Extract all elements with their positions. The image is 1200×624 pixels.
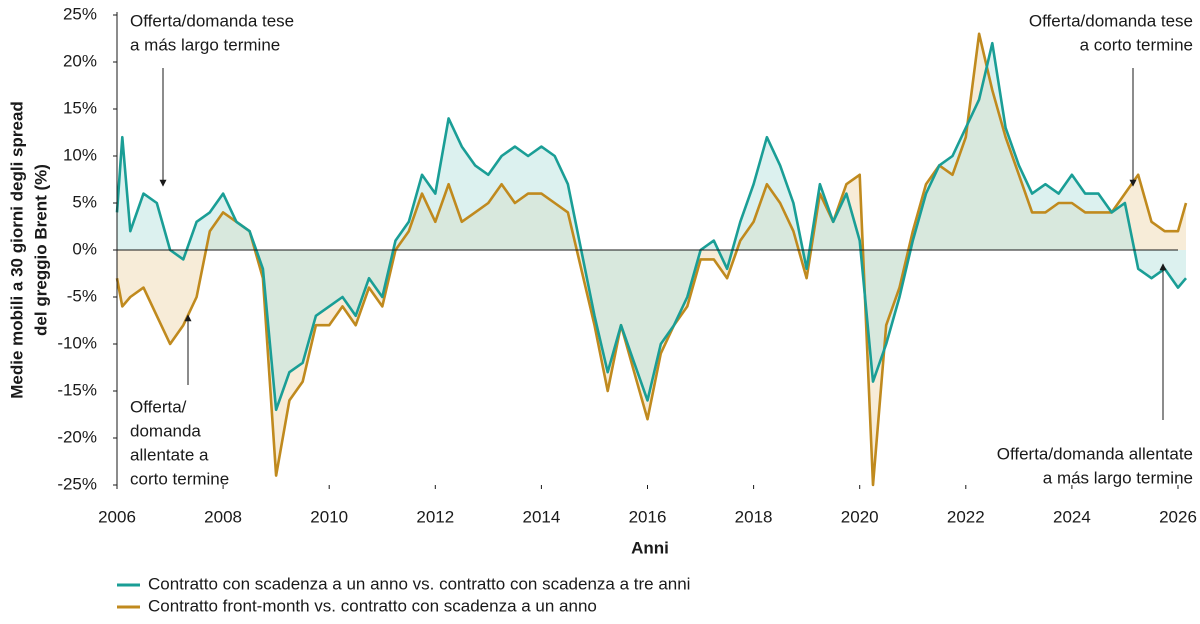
y-tick-label: 0% — [72, 239, 97, 258]
x-axis-title: Anni — [631, 538, 669, 557]
x-tick-label: 2022 — [947, 507, 985, 526]
annotation: a corto termine — [1080, 35, 1193, 54]
series-line — [115, 41, 1187, 412]
x-tick-label: 2016 — [629, 507, 667, 526]
y-tick-label: -20% — [57, 427, 97, 446]
x-tick-label: 2018 — [735, 507, 773, 526]
y-axis-title: Medie mobili a 30 giorni degli spread — [7, 101, 26, 399]
annotation: Offerta/domanda tese — [1029, 11, 1193, 30]
y-axis-title: del greggio Brent (%) — [31, 164, 50, 336]
series-line — [115, 32, 1188, 487]
x-tick-label: 2008 — [204, 507, 242, 526]
annotation: Offerta/domanda allentate — [997, 444, 1193, 463]
annotation: domanda — [130, 421, 201, 440]
y-tick-label: 10% — [63, 145, 97, 164]
annotation: Offerta/domanda tese — [130, 11, 294, 30]
lines — [115, 32, 1188, 487]
y-tick-label: -25% — [57, 474, 97, 493]
x-tick-label: 2012 — [416, 507, 454, 526]
y-tick-label: -5% — [67, 286, 97, 305]
legend-label: Contratto front-month vs. contratto con … — [148, 596, 597, 615]
annotation: allentate a — [130, 445, 209, 464]
y-tick-label: 15% — [63, 98, 97, 117]
y-tick-label: -10% — [57, 333, 97, 352]
y-tick-label: 5% — [72, 192, 97, 211]
x-tick-label: 2026 — [1159, 507, 1197, 526]
x-tick-label: 2014 — [522, 507, 560, 526]
x-tick-label: 2010 — [310, 507, 348, 526]
annotation: a más largo termine — [130, 35, 280, 54]
x-tick-label: 2024 — [1053, 507, 1091, 526]
annotation: a más largo termine — [1043, 468, 1193, 487]
y-tick-label: 20% — [63, 51, 97, 70]
y-tick-label: 25% — [63, 4, 97, 23]
x-tick-label: 2006 — [98, 507, 136, 526]
annotation: corto termine — [130, 469, 229, 488]
y-tick-label: -15% — [57, 380, 97, 399]
annotation: Offerta/ — [130, 397, 187, 416]
area — [117, 43, 1186, 410]
x-tick-label: 2020 — [841, 507, 879, 526]
areas — [117, 33, 1186, 486]
legend-label: Contratto con scadenza a un anno vs. con… — [148, 574, 690, 593]
